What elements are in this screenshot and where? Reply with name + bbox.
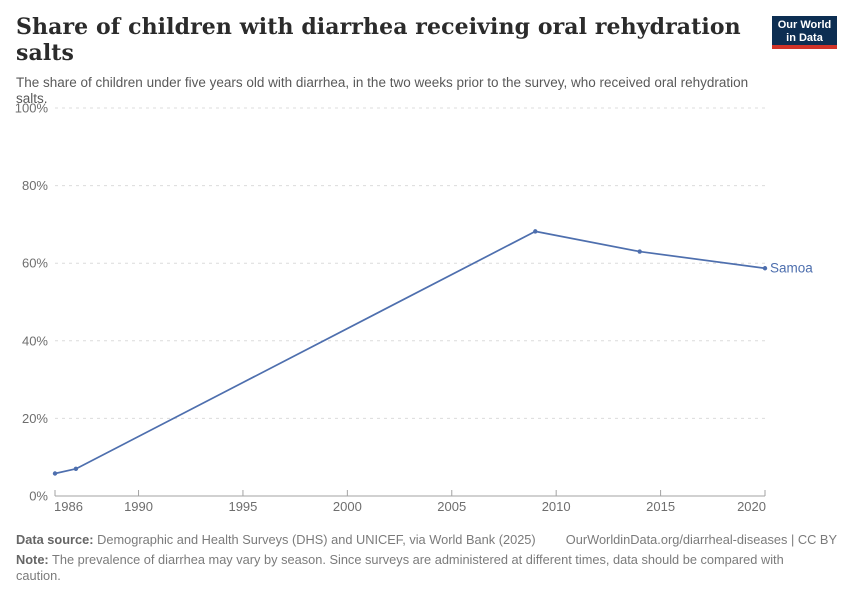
x-tick-label-2015: 2015 (646, 499, 675, 514)
x-tick-label-2020: 2020 (737, 499, 766, 514)
data-point-samoa-2020[interactable] (762, 266, 768, 271)
owid-logo-stripe (772, 45, 837, 49)
y-tick-label-60: 60% (22, 256, 48, 271)
data-point-samoa-1987[interactable] (73, 466, 79, 472)
y-tick-label-20: 20% (22, 411, 48, 426)
owid-logo: Our World in Data (772, 16, 837, 49)
chart-note: Note: The prevalence of diarrhea may var… (16, 552, 806, 583)
chart-svg: 0% 20% 40% 60% 80% 100% 1986 1990 1995 2000 2005 20… (15, 101, 814, 515)
chart-subtitle: The share of children under five years o… (16, 74, 749, 106)
y-tick-label-0: 0% (29, 489, 48, 504)
owid-logo-line2: in Data (786, 31, 823, 44)
data-point-samoa-2014[interactable] (637, 249, 642, 254)
data-source: Data source: Demographic and Health Surv… (16, 532, 536, 547)
x-tick-label-1995: 1995 (228, 499, 257, 514)
data-source-text: Demographic and Health Surveys (DHS) and… (97, 532, 536, 547)
x-tick-label-2000: 2000 (333, 499, 362, 514)
owid-logo-line1: Our World (777, 19, 832, 31)
y-tick-label-80: 80% (22, 178, 48, 193)
y-tick-label-100: 100% (15, 101, 49, 116)
x-tick-label-2010: 2010 (542, 499, 571, 514)
chart-area: 0% 20% 40% 60% 80% 100% 1986 1990 1995 2000 2005 20… (0, 95, 850, 520)
x-tick-label-1990: 1990 (124, 499, 153, 514)
note-label: Note: (16, 552, 49, 568)
owid-logo-box: Our World in Data (772, 16, 837, 45)
page-title: Share of children with diarrhea receivin… (16, 14, 741, 67)
series-label-samoa[interactable]: Samoa (770, 261, 813, 276)
y-tick-label-40: 40% (22, 333, 48, 348)
x-tick-label-1986: 1986 (54, 499, 83, 514)
chart-footer: Data source: Demographic and Health Surv… (16, 532, 837, 583)
x-tick-label-2005: 2005 (437, 499, 466, 514)
license-link[interactable]: OurWorldinData.org/diarrheal-diseases | … (565, 532, 837, 547)
data-point-samoa-1986[interactable] (52, 471, 58, 476)
series-line-samoa[interactable] (54, 230, 766, 475)
data-point-samoa-2009[interactable] (533, 229, 538, 234)
data-source-label: Data source: (16, 532, 94, 547)
note-text: The prevalence of diarrhea may vary by s… (16, 552, 784, 583)
chart-header: Share of children with diarrhea receivin… (16, 14, 761, 107)
